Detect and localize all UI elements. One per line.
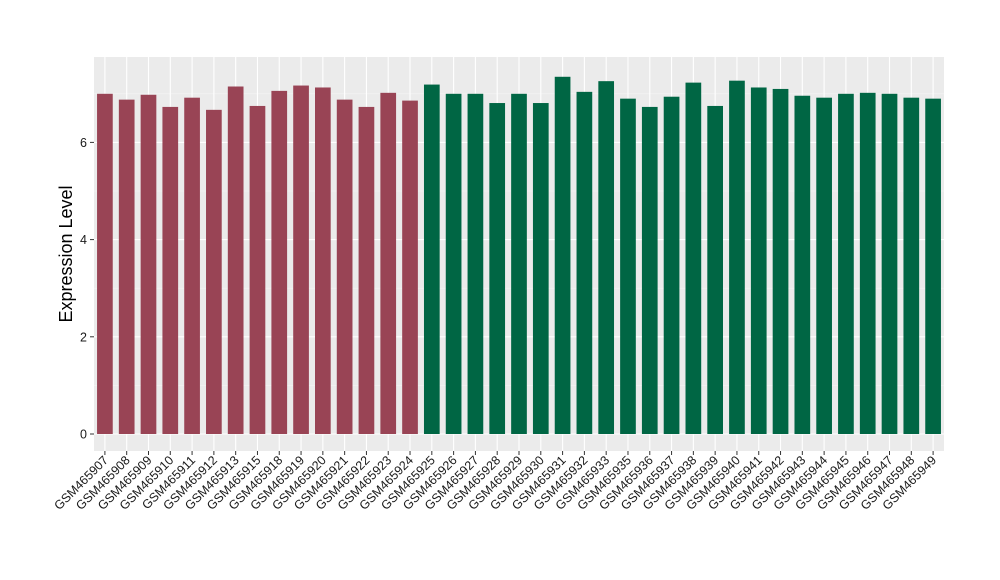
y-tick-label: 4	[80, 233, 87, 247]
y-axis-title: Expression Level	[56, 185, 76, 322]
bar-GSM465908	[118, 99, 135, 434]
bar-GSM465936	[641, 106, 658, 434]
bar-GSM465949	[925, 98, 941, 434]
bar-GSM465907	[97, 93, 113, 435]
bar-GSM465942	[772, 88, 789, 434]
bar-GSM465933	[598, 81, 615, 434]
bar-GSM465915	[249, 105, 266, 434]
x-axis: GSM465907GSM465908GSM465909GSM465910GSM4…	[51, 451, 939, 513]
bar-GSM465930	[532, 103, 549, 434]
bar-GSM465935	[620, 98, 636, 434]
bar-GSM465946	[859, 92, 876, 434]
bar-GSM465923	[380, 92, 397, 434]
bar-GSM465921	[336, 99, 353, 434]
bar-GSM465940	[729, 80, 745, 434]
bar-GSM465922	[358, 106, 375, 434]
bar-GSM465919	[293, 85, 309, 435]
bar-GSM465913	[227, 86, 244, 434]
bar-GSM465932	[576, 91, 593, 434]
bar-GSM465931	[554, 76, 571, 434]
bar-GSM465909	[140, 94, 157, 434]
bar-GSM465938	[685, 82, 702, 434]
bar-GSM465948	[903, 97, 920, 435]
bar-GSM465937	[663, 96, 680, 434]
bar-GSM465910	[162, 106, 179, 434]
y-tick-label: 2	[80, 330, 87, 344]
bar-GSM465944	[816, 97, 832, 435]
bar-GSM465943	[794, 95, 811, 434]
bar-GSM465945	[838, 93, 854, 435]
bar-GSM465918	[271, 90, 288, 434]
bar-GSM465929	[511, 93, 527, 435]
bar-GSM465924	[402, 100, 418, 434]
bar-GSM465912	[206, 109, 222, 434]
bars	[97, 76, 941, 435]
bar-GSM465927	[467, 93, 484, 435]
bar-GSM465939	[707, 105, 723, 434]
bar-GSM465920	[315, 87, 331, 435]
y-tick-label: 0	[80, 428, 87, 442]
y-axis: 0 2 4 6	[80, 136, 94, 442]
bar-GSM465925	[423, 84, 440, 434]
bar-GSM465911	[184, 97, 200, 435]
bar-GSM465926	[445, 93, 462, 435]
bar-GSM465928	[489, 103, 506, 434]
bar-GSM465941	[750, 87, 767, 435]
y-tick-label: 6	[80, 136, 87, 150]
bar-GSM465947	[881, 93, 898, 435]
